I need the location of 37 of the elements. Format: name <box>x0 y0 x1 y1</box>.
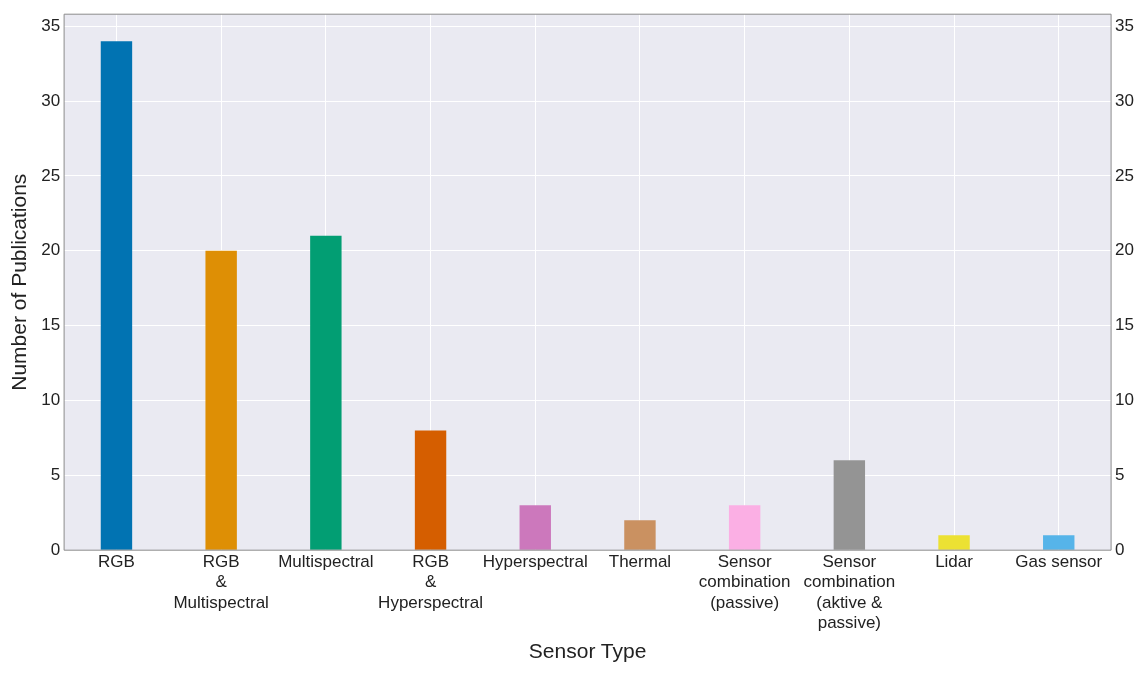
y2-tick-label: 10 <box>1115 390 1135 410</box>
x-tick-label: Lidar <box>935 552 974 572</box>
y-tick-label: 35 <box>41 15 61 35</box>
bar <box>205 250 237 550</box>
y-tick-label: 25 <box>41 165 61 185</box>
x-tick-label: Thermal <box>608 552 672 572</box>
y2-tick-label: 20 <box>1115 240 1135 260</box>
y2-tick-label: 30 <box>1115 90 1135 110</box>
bar <box>1043 535 1075 550</box>
y-axis-title: Number of Publications <box>7 173 31 391</box>
bar <box>519 505 551 550</box>
y-tick-label: 5 <box>50 465 61 485</box>
y-tick-label: 0 <box>50 539 61 559</box>
y-tick-label: 20 <box>41 240 61 260</box>
x-tick-label: Sensor combination (passive) <box>698 552 791 612</box>
bar <box>310 235 342 550</box>
x-tick-label: Gas sensor <box>1015 552 1103 572</box>
x-axis-title: Sensor Type <box>528 639 647 663</box>
bar <box>624 520 656 550</box>
x-tick-label: Multispectral <box>278 552 374 572</box>
y2-tick-label: 5 <box>1115 465 1125 485</box>
x-tick-label: RGB & Multispectral <box>173 552 269 612</box>
bar <box>728 505 761 550</box>
y2-tick-label: 0 <box>1115 539 1125 559</box>
x-tick-label: Sensor combination (aktive & passive) <box>803 552 896 633</box>
y-tick-label: 15 <box>41 315 61 335</box>
y2-tick-label: 35 <box>1115 15 1135 35</box>
y2-tick-label: 25 <box>1115 165 1135 185</box>
x-tick-label: RGB & Hyperspectral <box>378 552 483 612</box>
y-tick-label: 30 <box>41 90 61 110</box>
y2-tick-label: 15 <box>1115 315 1135 335</box>
bar <box>100 41 133 550</box>
bar <box>938 535 970 550</box>
y-tick-label: 10 <box>41 390 61 410</box>
x-tick-label: RGB <box>98 552 135 572</box>
bar <box>414 430 447 550</box>
x-tick-label: Hyperspectral <box>482 552 588 572</box>
